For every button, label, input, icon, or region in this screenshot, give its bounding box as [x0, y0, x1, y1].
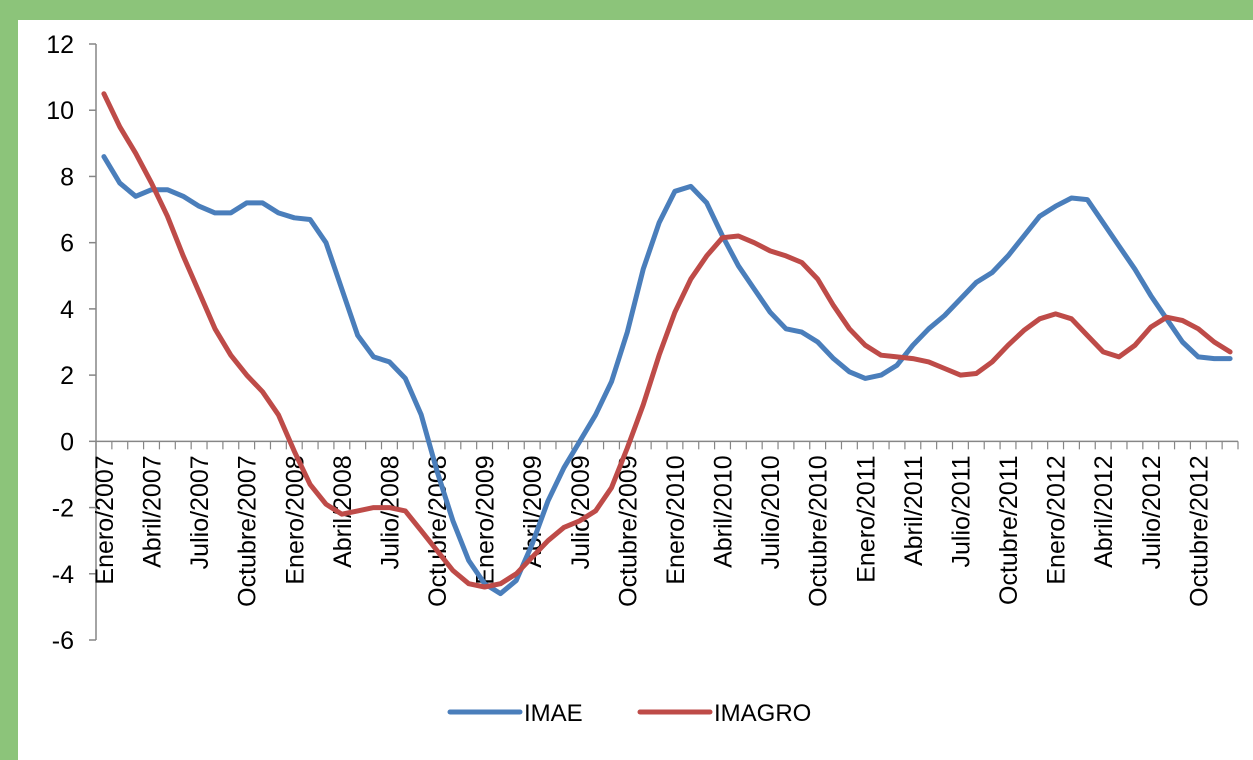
- x-tick-label: Abril/2007: [139, 455, 167, 568]
- y-tick-label: 0: [60, 428, 74, 456]
- x-tick-label: Enero/2007: [91, 455, 119, 584]
- y-tick-label: -2: [52, 495, 74, 523]
- y-tick-label: -4: [52, 561, 74, 589]
- x-tick-label: Abril/2010: [710, 455, 738, 568]
- x-tick-label: Octubre/2009: [614, 455, 642, 607]
- y-axis: -6 -4 -2 0 2 4 6 8 10 12: [46, 31, 97, 655]
- x-tick-label: Enero/2010: [662, 455, 690, 584]
- x-tick-label: Julio/2012: [1138, 455, 1166, 569]
- y-tick-label: 10: [46, 97, 74, 125]
- line-chart: -6 -4 -2 0 2 4 6 8 10 12 Enero/2007 Abril/2007 Juli…: [46, 31, 1239, 727]
- x-tick-label: Abril/2012: [1090, 455, 1118, 568]
- x-tick-label: Enero/2011: [852, 455, 880, 582]
- y-tick-label: 4: [60, 296, 74, 324]
- chart-frame: -6 -4 -2 0 2 4 6 8 10 12 Enero/2007 Abril/2007 Juli…: [18, 20, 1253, 760]
- legend-label-imae: IMAE: [524, 700, 583, 727]
- x-tick-label: Julio/2010: [757, 455, 785, 569]
- y-tick-label: 12: [46, 31, 74, 59]
- series-line-imagro: [101, 91, 1233, 590]
- x-tick-label: Octubre/2012: [1185, 455, 1213, 607]
- x-tick-label: Julio/2007: [186, 455, 214, 569]
- x-tick-label: Enero/2009: [472, 455, 500, 584]
- x-tick-label: Julio/2011: [947, 455, 975, 567]
- x-tick-label: Enero/2012: [1043, 455, 1071, 584]
- y-tick-label: -6: [52, 627, 74, 655]
- y-tick-label: 6: [60, 230, 74, 258]
- x-tick-label: Abril/2011: [900, 455, 928, 566]
- y-tick-label: 8: [60, 163, 74, 191]
- x-tick-label: Octubre/2007: [234, 455, 262, 607]
- legend: IMAE IMAGRO: [447, 700, 811, 727]
- series-lines: [101, 91, 1233, 597]
- x-tick-label: Julio/2008: [376, 455, 404, 569]
- x-tick-label: Octubre/2011: [995, 455, 1023, 605]
- x-axis: Enero/2007 Abril/2007 Julio/2007 Octubre/20…: [91, 440, 1239, 607]
- x-tick-label: Octubre/2010: [805, 455, 833, 607]
- legend-label-imagro: IMAGRO: [714, 700, 811, 727]
- series-line-imae: [101, 154, 1233, 597]
- y-tick-label: 2: [60, 362, 74, 390]
